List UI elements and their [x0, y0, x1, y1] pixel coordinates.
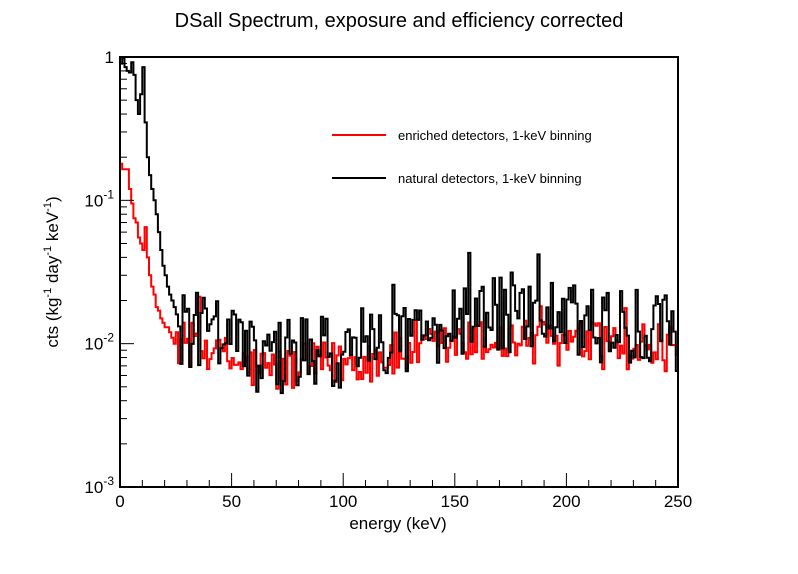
y-tick-label: 10-2	[84, 331, 114, 354]
plot-frame	[119, 56, 679, 488]
x-tick-label: 50	[222, 492, 241, 511]
legend-label: natural detectors, 1-keV binning	[398, 171, 582, 186]
y-axis-title: cts (kg-1 day-1 keV-1)	[42, 196, 62, 347]
x-tick-label: 150	[441, 492, 469, 511]
x-tick-label: 200	[552, 492, 580, 511]
axis-ticks	[119, 63, 679, 488]
chart-title: DSall Spectrum, exposure and efficiency …	[175, 10, 624, 32]
y-tick-label: 1	[105, 48, 114, 67]
x-axis-title: energy (keV)	[349, 514, 446, 533]
axis-tick-labels: 0 50 100 150 200 250 10-3 10-2 10-1 1	[84, 48, 692, 511]
plot-area	[119, 57, 678, 487]
x-tick-label: 0	[115, 492, 124, 511]
y-tick-label: 10-1	[84, 187, 114, 210]
x-tick-label: 100	[329, 492, 357, 511]
legend: enriched detectors, 1-keV binning natural…	[332, 128, 592, 186]
y-tick-label: 10-3	[84, 474, 114, 497]
x-tick-label: 250	[664, 492, 692, 511]
legend-label: enriched detectors, 1-keV binning	[398, 128, 592, 143]
series-line-natural	[119, 57, 678, 487]
